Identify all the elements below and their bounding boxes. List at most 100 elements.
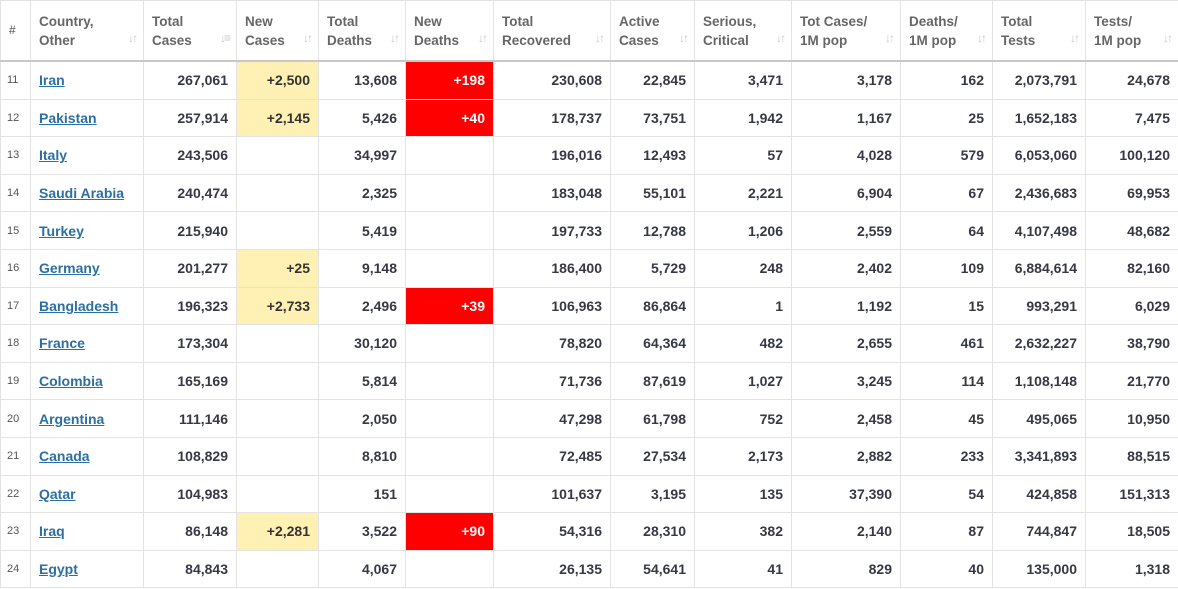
cell-total-deaths: 5,814 — [318, 361, 406, 401]
cell-total-tests: 2,436,683 — [992, 173, 1086, 213]
cell-total-cases: 240,474 — [143, 173, 237, 213]
cell-serious-critical: 1,206 — [694, 211, 792, 250]
cell-active-cases: 87,619 — [610, 361, 695, 401]
cell-deaths-per-1m: 67 — [900, 173, 993, 213]
column-header-country[interactable]: Country, Other ↓↑ — [30, 0, 144, 62]
cell-tests-per-1m: 100,120 — [1085, 136, 1178, 175]
cell-new-deaths — [405, 474, 494, 514]
sort-arrows-icon[interactable]: ↓↑ — [478, 31, 488, 45]
table-row: 20 Argentina 111,146 2,050 47,298 61,798 752 2,… — [0, 399, 1178, 438]
column-header-label: Total Cases — [152, 13, 192, 48]
table-row: 13 Italy 243,506 34,997 196,016 12,493 57 4,028… — [0, 136, 1178, 175]
cell-deaths-per-1m: 40 — [900, 549, 993, 589]
cell-total-recovered: 101,637 — [493, 474, 611, 514]
table-row: 22 Qatar 104,983 151 101,637 3,195 135 37,390 54… — [0, 474, 1178, 514]
cell-deaths-per-1m: 25 — [900, 98, 993, 138]
column-header-tests-per-1m[interactable]: Tests/ 1M pop ↓↑ — [1085, 0, 1178, 62]
cell-cases-per-1m: 829 — [791, 549, 901, 589]
column-header-label: Serious, Critical — [703, 13, 757, 48]
column-header-total-recovered[interactable]: Total Recovered ↓↑ — [493, 0, 611, 62]
country-link[interactable]: Saudi Arabia — [39, 185, 125, 202]
cell-new-deaths: +39 — [405, 286, 494, 326]
country-link[interactable]: Egypt — [39, 561, 78, 578]
cell-total-recovered: 54,316 — [493, 512, 611, 551]
cell-country: Iraq — [30, 512, 144, 551]
cell-deaths-per-1m: 109 — [900, 248, 993, 288]
sort-arrows-icon[interactable]: ↓↑ — [1163, 31, 1173, 45]
column-header-label: Active Cases — [619, 13, 660, 48]
cell-cases-per-1m: 2,458 — [791, 399, 901, 438]
cell-cases-per-1m: 2,402 — [791, 248, 901, 288]
column-header-label: New Deaths — [414, 13, 460, 48]
country-link[interactable]: Qatar — [39, 485, 76, 502]
country-link[interactable]: Canada — [39, 448, 90, 465]
cell-cases-per-1m: 1,167 — [791, 98, 901, 138]
sort-arrows-icon[interactable]: ↓↑ — [679, 31, 689, 45]
country-link[interactable]: Bangladesh — [39, 297, 119, 314]
cell-new-deaths — [405, 361, 494, 401]
cell-new-cases: +2,733 — [236, 286, 319, 326]
cell-new-cases — [236, 136, 319, 175]
cell-total-cases: 108,829 — [143, 436, 237, 476]
column-header-rank: # — [0, 0, 31, 62]
cell-new-deaths: +40 — [405, 98, 494, 138]
cell-tests-per-1m: 82,160 — [1085, 248, 1178, 288]
column-header-label: New Cases — [245, 13, 285, 48]
column-header-new-deaths[interactable]: New Deaths ↓↑ — [405, 0, 494, 62]
sort-arrows-icon[interactable]: ↓↑ — [595, 31, 605, 45]
cell-total-cases: 257,914 — [143, 98, 237, 138]
column-header-label: Total Tests — [1001, 13, 1036, 48]
country-link[interactable]: Iran — [39, 72, 65, 89]
cell-total-deaths: 3,522 — [318, 512, 406, 551]
column-header-total-deaths[interactable]: Total Deaths ↓↑ — [318, 0, 406, 62]
cell-rank: 20 — [0, 399, 31, 438]
cell-total-cases: 215,940 — [143, 211, 237, 250]
cell-rank: 13 — [0, 136, 31, 175]
table-row: 17 Bangladesh 196,323 +2,733 2,496 +39 106,963… — [0, 286, 1178, 326]
cell-serious-critical: 135 — [694, 474, 792, 514]
sort-arrows-icon[interactable]: ↓↑ — [303, 31, 313, 45]
cell-country: Iran — [30, 60, 144, 100]
cell-new-deaths: +198 — [405, 60, 494, 100]
column-header-serious-critical[interactable]: Serious, Critical ↓↑ — [694, 0, 792, 62]
country-link[interactable]: Argentina — [39, 410, 105, 427]
table-row: 16 Germany 201,277 +25 9,148 186,400 5,729 248 2… — [0, 248, 1178, 288]
header-row: # Country, Other ↓↑ Total Cases ↓≡ New Cases ↓… — [0, 0, 1178, 62]
sort-arrows-icon[interactable]: ↓↑ — [128, 31, 138, 45]
cell-new-deaths — [405, 173, 494, 213]
cell-total-cases: 84,843 — [143, 549, 237, 589]
cell-tests-per-1m: 18,505 — [1085, 512, 1178, 551]
country-link[interactable]: Pakistan — [39, 109, 97, 126]
country-link[interactable]: Iraq — [39, 523, 65, 540]
cell-total-tests: 1,652,183 — [992, 98, 1086, 138]
column-header-new-cases[interactable]: New Cases ↓↑ — [236, 0, 319, 62]
cell-total-tests: 993,291 — [992, 286, 1086, 326]
sort-arrows-icon[interactable]: ↓↑ — [977, 31, 987, 45]
cell-active-cases: 5,729 — [610, 248, 695, 288]
cell-total-recovered: 197,733 — [493, 211, 611, 250]
cell-total-deaths: 8,810 — [318, 436, 406, 476]
cell-deaths-per-1m: 87 — [900, 512, 993, 551]
sort-arrows-icon[interactable]: ↓↑ — [1070, 31, 1080, 45]
cell-total-tests: 744,847 — [992, 512, 1086, 551]
cell-total-tests: 6,884,614 — [992, 248, 1086, 288]
cell-cases-per-1m: 4,028 — [791, 136, 901, 175]
country-link[interactable]: Colombia — [39, 373, 103, 390]
country-link[interactable]: France — [39, 335, 85, 352]
column-header-active-cases[interactable]: Active Cases ↓↑ — [610, 0, 695, 62]
column-header-label: Deaths/ 1M pop — [909, 13, 958, 48]
sort-arrows-icon[interactable]: ↓↑ — [390, 31, 400, 45]
country-link[interactable]: Turkey — [39, 222, 84, 239]
cell-active-cases: 27,534 — [610, 436, 695, 476]
sort-active-icon[interactable]: ↓≡ — [219, 31, 231, 45]
column-header-deaths-per-1m[interactable]: Deaths/ 1M pop ↓↑ — [900, 0, 993, 62]
sort-arrows-icon[interactable]: ↓↑ — [885, 31, 895, 45]
sort-arrows-icon[interactable]: ↓↑ — [776, 31, 786, 45]
country-link[interactable]: Germany — [39, 260, 100, 277]
cell-tests-per-1m: 69,953 — [1085, 173, 1178, 213]
country-link[interactable]: Italy — [39, 147, 68, 164]
cell-deaths-per-1m: 45 — [900, 399, 993, 438]
column-header-total-cases[interactable]: Total Cases ↓≡ — [143, 0, 237, 62]
column-header-total-tests[interactable]: Total Tests ↓↑ — [992, 0, 1086, 62]
column-header-cases-per-1m[interactable]: Tot Cases/ 1M pop ↓↑ — [791, 0, 901, 62]
